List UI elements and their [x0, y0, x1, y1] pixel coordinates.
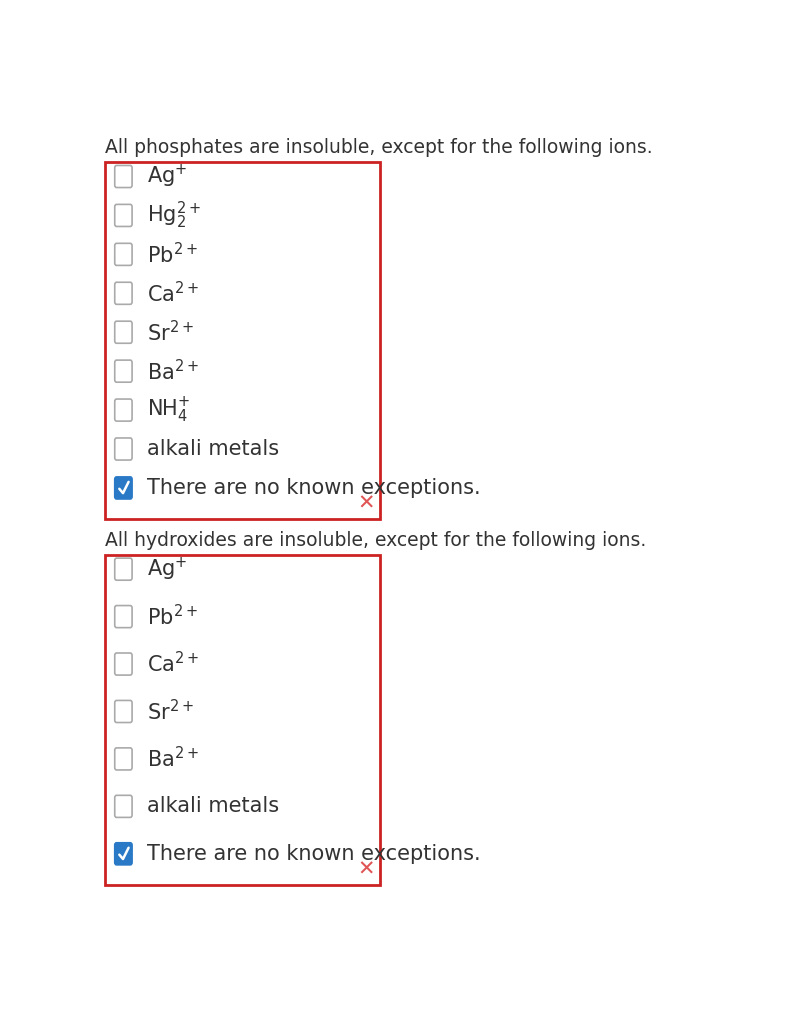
Text: $\mathrm{Ag}^{+}$: $\mathrm{Ag}^{+}$: [147, 555, 187, 583]
FancyBboxPatch shape: [115, 205, 132, 226]
FancyBboxPatch shape: [115, 244, 132, 265]
FancyBboxPatch shape: [115, 283, 132, 304]
FancyBboxPatch shape: [115, 843, 132, 865]
Text: alkali metals: alkali metals: [147, 439, 279, 459]
Text: ✕: ✕: [357, 494, 375, 514]
FancyBboxPatch shape: [115, 322, 132, 343]
Text: $\mathrm{Ag}^{+}$: $\mathrm{Ag}^{+}$: [147, 163, 187, 190]
FancyBboxPatch shape: [115, 748, 132, 770]
Bar: [105, 163, 380, 519]
Text: There are no known exceptions.: There are no known exceptions.: [147, 844, 480, 864]
Text: $\mathrm{Ca}^{2+}$: $\mathrm{Ca}^{2+}$: [147, 281, 199, 306]
FancyBboxPatch shape: [115, 399, 132, 421]
Text: $\mathrm{Sr}^{2+}$: $\mathrm{Sr}^{2+}$: [147, 319, 193, 345]
FancyBboxPatch shape: [115, 166, 132, 187]
Text: $\mathrm{Hg}_{2}^{2+}$: $\mathrm{Hg}_{2}^{2+}$: [147, 200, 201, 231]
Bar: [105, 555, 380, 886]
Text: alkali metals: alkali metals: [147, 797, 279, 816]
Text: There are no known exceptions.: There are no known exceptions.: [147, 478, 480, 498]
FancyBboxPatch shape: [115, 653, 132, 675]
Text: All hydroxides are insoluble, except for the following ions.: All hydroxides are insoluble, except for…: [105, 531, 646, 550]
Text: $\mathrm{NH}_{4}^{+}$: $\mathrm{NH}_{4}^{+}$: [147, 395, 190, 425]
FancyBboxPatch shape: [115, 796, 132, 817]
Text: $\mathrm{Pb}^{2+}$: $\mathrm{Pb}^{2+}$: [147, 604, 198, 629]
Text: $\mathrm{Ba}^{2+}$: $\mathrm{Ba}^{2+}$: [147, 358, 199, 384]
FancyBboxPatch shape: [115, 360, 132, 382]
FancyBboxPatch shape: [115, 558, 132, 581]
Text: $\mathrm{Ca}^{2+}$: $\mathrm{Ca}^{2+}$: [147, 651, 199, 677]
FancyBboxPatch shape: [115, 605, 132, 628]
FancyBboxPatch shape: [115, 438, 132, 460]
Text: $\mathrm{Pb}^{2+}$: $\mathrm{Pb}^{2+}$: [147, 242, 198, 267]
FancyBboxPatch shape: [115, 700, 132, 723]
Text: ✕: ✕: [357, 859, 375, 880]
Text: All phosphates are insoluble, except for the following ions.: All phosphates are insoluble, except for…: [105, 138, 653, 158]
FancyBboxPatch shape: [115, 477, 132, 499]
Text: $\mathrm{Sr}^{2+}$: $\mathrm{Sr}^{2+}$: [147, 699, 193, 724]
Text: $\mathrm{Ba}^{2+}$: $\mathrm{Ba}^{2+}$: [147, 746, 199, 771]
